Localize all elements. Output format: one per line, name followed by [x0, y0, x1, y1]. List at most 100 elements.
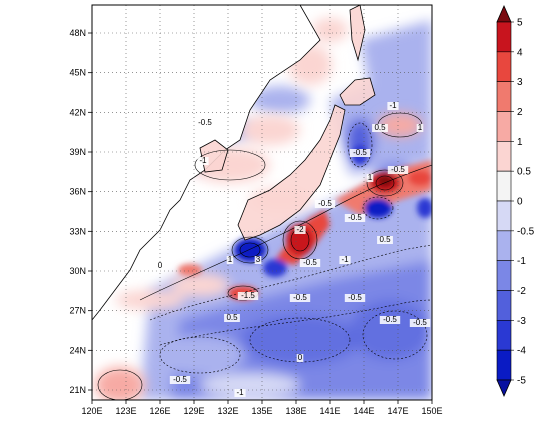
anomaly-field: -0.5 -1 0 1 3 -2 -1.5 0.5 -0.5 -1 0 -0.5 -0.5 -0.5 -0.… [92, 5, 432, 400]
lon-tick-label: 141E [319, 406, 340, 416]
lat-tick-label: 30N [69, 266, 86, 276]
colorbar-label: -2 [517, 286, 526, 297]
colorbar-segment [496, 21, 512, 53]
svg-text:-0.5: -0.5 [173, 375, 187, 384]
colorbar-segment [496, 260, 512, 291]
contour-label: -0.5 [387, 165, 409, 174]
colorbar-label: -4 [517, 346, 526, 357]
colorbar-label: 2 [517, 107, 523, 118]
contour-label: -0.5 [349, 148, 371, 157]
lon-tick-label: 135E [251, 406, 272, 416]
lat-tick-label: 27N [69, 306, 86, 316]
colorbar-segment [496, 170, 512, 202]
svg-text:1: 1 [368, 173, 373, 182]
contour-label: -0.5 [289, 293, 311, 302]
contour-label: -0.5 [194, 118, 216, 127]
colorbar: 5 4 3 2 1 0.5 0 -0.5 -1 -2 -3 -4 -5 [496, 5, 535, 397]
svg-text:-2: -2 [296, 225, 304, 234]
contour-label: -1 [234, 388, 246, 397]
svg-text:-0.5: -0.5 [348, 293, 362, 302]
lat-tick-label: 42N [69, 107, 86, 117]
svg-text:1: 1 [418, 123, 423, 132]
lat-tick-label: 39N [69, 147, 86, 157]
colorbar-label: -0.5 [517, 226, 535, 237]
svg-text:-0.5: -0.5 [383, 315, 397, 324]
svg-text:-1: -1 [341, 255, 349, 264]
lat-tick-label: 33N [69, 226, 86, 236]
axes: 120E 123E 126E 129E 132E 135E 138E 141E 144E 147E… [69, 28, 442, 416]
svg-text:-0.5: -0.5 [391, 165, 405, 174]
svg-text:3: 3 [256, 255, 261, 264]
lat-tick-label: 48N [69, 28, 86, 38]
colorbar-segment [496, 81, 512, 112]
colorbar-top-arrow [496, 5, 512, 23]
colorbar-segment [496, 200, 512, 232]
lon-tick-label: 123E [115, 406, 136, 416]
contour-label: -0.5 [299, 258, 321, 267]
contour-label: -0.5 [379, 315, 401, 324]
colorbar-label: 0.5 [517, 167, 531, 178]
colorbar-label: 3 [517, 77, 523, 88]
colorbar-label: 1 [517, 137, 523, 148]
lon-tick-label: 129E [183, 406, 204, 416]
contour-labels: -0.5 -1 0 1 3 -2 -1.5 0.5 -0.5 -1 0 -0.5 -0.5 -0.5 -0.… [156, 101, 431, 397]
svg-text:-0.5: -0.5 [198, 118, 212, 127]
contour-label: -1 [197, 156, 209, 165]
svg-text:-0.5: -0.5 [348, 213, 362, 222]
contour-label: -0.5 [344, 213, 366, 222]
contour-label: -0.5 [344, 293, 366, 302]
contour-lines [97, 112, 432, 400]
colorbar-segment [496, 141, 512, 172]
colorbar-segment [496, 111, 512, 142]
svg-text:-1: -1 [199, 156, 207, 165]
lon-tick-label: 147E [387, 406, 408, 416]
lon-tick-label: 138E [285, 406, 306, 416]
lat-tick-label: 24N [69, 345, 86, 355]
colorbar-label: 4 [517, 47, 523, 58]
contour-label: 1 [226, 255, 234, 264]
svg-text:0.5: 0.5 [226, 313, 238, 322]
contour-label: 3 [254, 255, 262, 264]
contour-label: 0 [296, 353, 304, 362]
colorbar-segment [496, 230, 512, 261]
lon-tick-label: 132E [217, 406, 238, 416]
contour-label: -0.5 [314, 199, 336, 208]
gridlines [92, 5, 432, 400]
svg-text:0.5: 0.5 [374, 123, 386, 132]
svg-text:-1: -1 [389, 101, 397, 110]
contour-label: 0.5 [224, 313, 240, 322]
contour-label: 0.5 [372, 123, 388, 132]
colorbar-label: 0 [517, 197, 523, 208]
svg-text:-1: -1 [236, 388, 244, 397]
svg-text:-0.5: -0.5 [353, 148, 367, 157]
lon-tick-label: 144E [353, 406, 374, 416]
lat-tick-label: 21N [69, 385, 86, 395]
contour-label: 0.5 [377, 235, 393, 244]
svg-text:1: 1 [228, 255, 233, 264]
contour-label: -1 [387, 101, 399, 110]
contour-label: -1 [339, 255, 351, 264]
contour-label: -0.5 [169, 375, 191, 384]
contour-label: 0 [156, 261, 164, 270]
contour-label: -2 [294, 225, 306, 234]
lon-tick-label: 150E [421, 406, 442, 416]
colorbar-label: -5 [517, 376, 526, 387]
colorbar-segment [496, 290, 512, 321]
contour-label: 1 [416, 123, 424, 132]
svg-text:-0.5: -0.5 [413, 318, 427, 327]
lat-tick-label: 45N [69, 68, 86, 78]
colorbar-label: -1 [517, 256, 526, 267]
svg-text:-1.5: -1.5 [241, 291, 255, 300]
contour-label: -0.5 [409, 318, 431, 327]
colorbar-segment [496, 349, 512, 381]
lat-tick-label: 36N [69, 187, 86, 197]
lon-tick-label: 120E [81, 406, 102, 416]
svg-text:0.5: 0.5 [379, 235, 391, 244]
svg-text:0: 0 [298, 353, 303, 362]
colorbar-label: 5 [517, 18, 523, 29]
colorbar-segment [496, 51, 512, 82]
svg-text:0: 0 [158, 261, 163, 270]
contour-label: -1.5 [237, 291, 259, 300]
colorbar-label: -3 [517, 316, 526, 327]
